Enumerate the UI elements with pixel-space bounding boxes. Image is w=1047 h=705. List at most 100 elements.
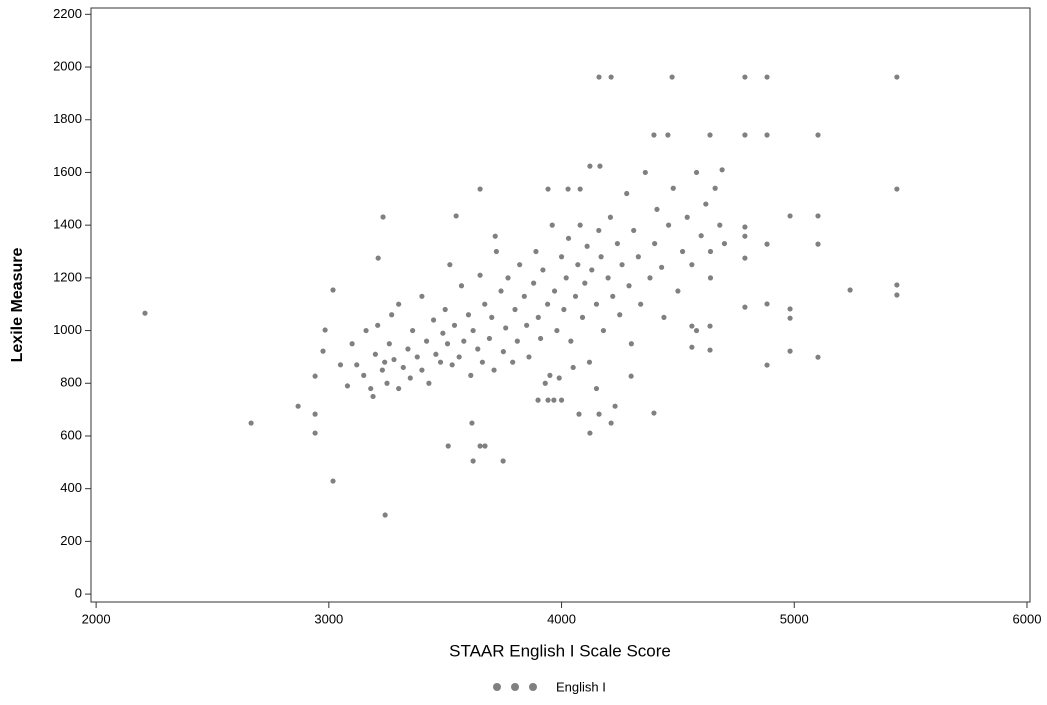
point [510,359,516,365]
point [707,132,713,138]
point [561,306,567,313]
point [659,264,665,270]
point [651,132,657,138]
point [597,163,603,169]
point [689,323,695,329]
point [576,411,582,417]
point [375,255,381,261]
point [669,74,675,80]
point [575,262,581,268]
point [638,301,644,307]
plot-frame [90,7,1031,603]
point [382,359,388,365]
point [679,248,686,255]
y-tick-label: 800 [60,375,82,390]
point [477,186,483,192]
point [535,314,541,320]
point [400,364,406,371]
point [379,367,385,373]
point [491,367,497,373]
point [372,351,378,357]
y-tick-label: 0 [75,586,82,601]
point [894,74,900,80]
x-tick-label: 4000 [547,611,576,626]
point [894,292,900,298]
point [477,272,483,278]
point [554,327,560,334]
point [670,185,676,191]
point [433,351,439,357]
point [492,233,498,239]
point [589,267,595,273]
point [295,403,301,409]
point [570,364,576,371]
point [453,213,459,219]
point [742,255,748,261]
point [579,314,586,320]
y-tick-label: 2000 [53,58,82,73]
point [894,282,900,288]
y-tick-label: 2200 [53,6,82,21]
point [248,420,254,426]
point [442,306,448,313]
point [596,74,602,80]
point [600,327,607,334]
point [396,301,402,307]
point [419,367,425,373]
point [665,222,672,228]
point [586,359,593,365]
point [617,312,623,318]
point [628,373,634,379]
point [449,362,455,368]
point [396,385,402,392]
point [654,206,660,212]
y-tick-label: 1600 [53,164,82,179]
y-tick-label: 1800 [53,111,82,126]
point [707,347,713,353]
point [526,354,532,360]
point [698,233,704,239]
point [312,373,318,379]
point [764,362,770,368]
point [635,254,641,260]
point [614,240,620,247]
point [444,341,451,347]
point [565,235,572,241]
point [312,411,318,417]
point [493,248,499,255]
point [368,385,374,392]
point [349,341,355,347]
point [363,327,369,334]
legend-symbol [493,683,501,691]
point [533,248,539,255]
point [587,163,593,169]
point [712,185,718,191]
x-tick-label: 5000 [780,611,809,626]
point [642,169,648,176]
point [787,348,793,354]
point [847,287,853,293]
point [503,325,509,331]
point [524,322,530,328]
point [707,323,713,329]
point [344,383,351,389]
point [582,280,588,286]
point [689,262,695,268]
point [608,74,614,80]
x-tick-label: 2000 [82,611,111,626]
point [764,241,770,247]
point [469,420,475,426]
point [815,241,821,247]
point [545,397,551,403]
point [475,346,481,352]
point [479,359,486,365]
y-tick-label: 400 [60,480,82,495]
point [437,359,444,365]
point [684,214,690,220]
point [456,354,462,360]
y-axis-label: Lexile Measure [9,248,26,363]
point [551,288,558,294]
point [330,287,336,293]
point [386,341,392,347]
point [598,254,604,260]
